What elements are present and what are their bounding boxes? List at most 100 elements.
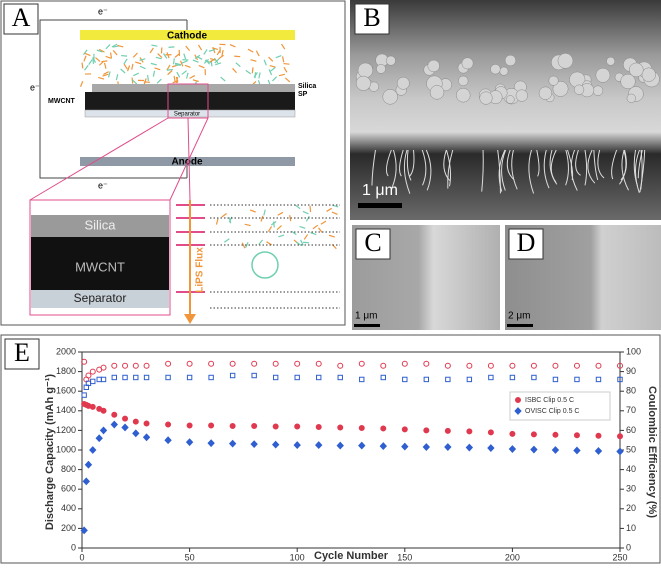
- y-tick-label: 800: [61, 464, 76, 474]
- particle: [376, 64, 385, 73]
- data-point: [402, 427, 407, 432]
- fiber: [174, 58, 175, 64]
- y2-tick-label: 70: [626, 405, 636, 415]
- fiber: [82, 63, 83, 69]
- particle: [506, 95, 514, 103]
- particle: [458, 76, 468, 86]
- fiber: [167, 69, 173, 70]
- data-point: [112, 412, 117, 417]
- panel-frame: [1, 335, 660, 563]
- sp-label: SP: [298, 91, 308, 98]
- y2-tick-label: 80: [626, 386, 636, 396]
- data-point: [531, 432, 536, 437]
- fiber: [310, 206, 311, 212]
- y2-axis-title: Coulombic Efficiency (%): [646, 386, 658, 518]
- particle: [505, 55, 516, 66]
- fiber: [121, 56, 127, 57]
- y-tick-label: 1600: [56, 386, 76, 396]
- legend-label: OVISC Clip 0.5 C: [525, 408, 579, 415]
- x-tick-label: 50: [185, 552, 195, 562]
- y2-tick-label: 40: [626, 464, 636, 474]
- particle: [462, 58, 473, 69]
- panel-b: B 1 μm: [350, 0, 661, 220]
- electron-label: e⁻: [98, 6, 108, 16]
- mwcnt-layer: [85, 92, 295, 110]
- zoom-separator-label: Separator: [74, 291, 127, 305]
- y-tick-label: 1200: [56, 425, 76, 435]
- fiber: [303, 242, 309, 243]
- data-point: [553, 432, 558, 437]
- data-point: [123, 416, 128, 421]
- data-point: [424, 428, 429, 433]
- mwcnt-label: MWCNT: [48, 98, 76, 105]
- scale-label: 1 μm: [362, 182, 398, 199]
- zoom-silica-label: Silica: [84, 217, 116, 232]
- zoom-mwcnt-label: MWCNT: [75, 259, 125, 274]
- data-point: [273, 424, 278, 429]
- particle: [549, 76, 558, 85]
- particle: [629, 63, 643, 77]
- x-tick-label: 0: [79, 552, 84, 562]
- particle: [574, 85, 584, 95]
- x-axis-title: Cycle Number: [314, 550, 389, 562]
- data-point: [618, 434, 623, 439]
- particle: [500, 67, 508, 75]
- particle: [428, 60, 440, 72]
- y2-tick-label: 0: [626, 542, 631, 552]
- particle: [430, 85, 444, 99]
- particle: [383, 89, 398, 104]
- particle: [596, 68, 610, 82]
- fiber: [148, 75, 149, 81]
- data-point: [144, 421, 149, 426]
- x-tick-label: 100: [290, 552, 305, 562]
- separator-label: Separator: [174, 112, 200, 118]
- panel-d: D 2 μm: [505, 225, 661, 330]
- scale-bar: [358, 203, 402, 208]
- particle: [558, 53, 573, 68]
- data-point: [209, 423, 214, 428]
- y2-tick-label: 30: [626, 484, 636, 494]
- y2-tick-label: 90: [626, 366, 636, 376]
- cathode-label: Cathode: [167, 31, 207, 42]
- fiber: [283, 64, 289, 65]
- y2-tick-label: 60: [626, 425, 636, 435]
- y-tick-label: 1400: [56, 405, 76, 415]
- fiber: [101, 61, 107, 62]
- fiber: [252, 67, 253, 73]
- electron-label: e⁻: [30, 82, 40, 92]
- y-tick-label: 1800: [56, 366, 76, 376]
- flux-label: LiPS Flux: [195, 247, 206, 293]
- y-tick-label: 400: [61, 503, 76, 513]
- electron-label: e⁻: [98, 180, 108, 190]
- data-point: [359, 425, 364, 430]
- y2-tick-label: 50: [626, 444, 636, 454]
- data-point: [295, 424, 300, 429]
- data-point: [381, 426, 386, 431]
- particle: [386, 56, 395, 65]
- panel-label: C: [364, 228, 381, 257]
- y-tick-label: 200: [61, 523, 76, 533]
- particle: [642, 68, 656, 82]
- silica-label: Silica: [298, 83, 316, 90]
- data-point: [574, 433, 579, 438]
- panel-label: E: [14, 338, 30, 367]
- scale-bar: [507, 324, 533, 327]
- legend-label: ISBC Clip 0.5 C: [525, 397, 574, 404]
- silica-layer: [92, 84, 295, 92]
- data-point: [467, 429, 472, 434]
- data-point: [252, 423, 257, 428]
- data-point: [101, 408, 106, 413]
- data-point: [187, 423, 192, 428]
- data-point: [488, 430, 493, 435]
- data-point: [596, 433, 601, 438]
- data-point: [510, 431, 515, 436]
- y2-tick-label: 10: [626, 523, 636, 533]
- panel-label: B: [363, 3, 380, 32]
- data-point: [90, 404, 95, 409]
- y2-tick-label: 20: [626, 503, 636, 513]
- y-tick-label: 2000: [56, 346, 76, 356]
- y2-tick-label: 100: [626, 346, 641, 356]
- data-point: [166, 422, 171, 427]
- particle: [356, 76, 371, 91]
